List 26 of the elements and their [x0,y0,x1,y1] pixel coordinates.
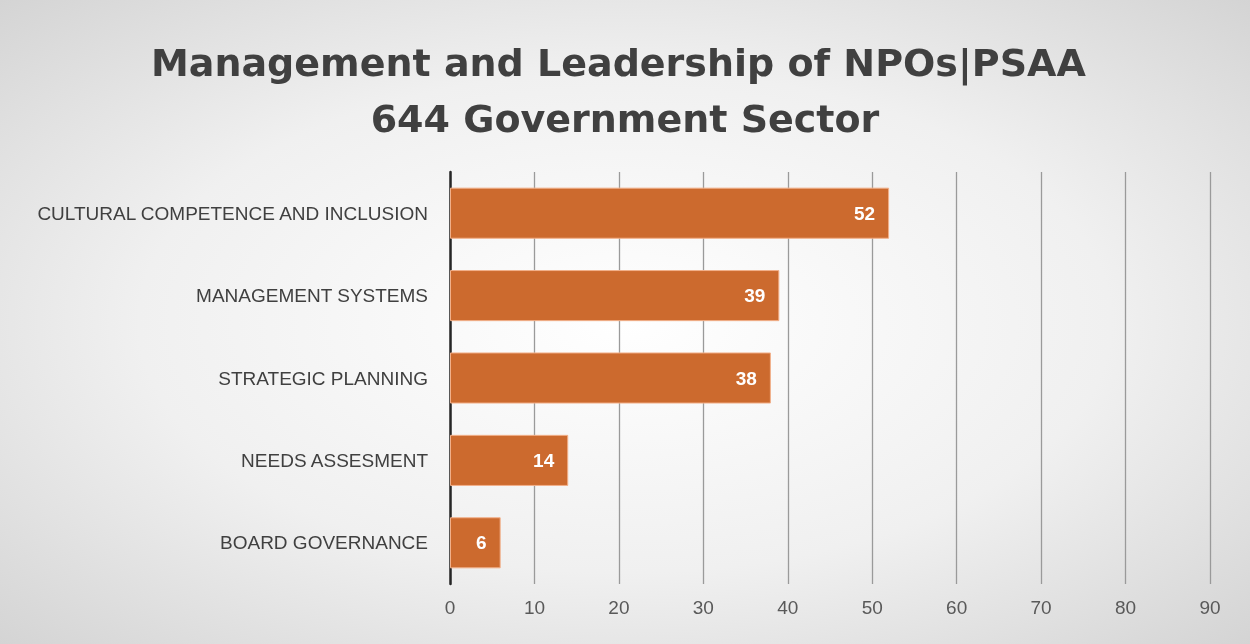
y-tick-label: BOARD GOVERNANCE [220,532,428,554]
y-tick-label: STRATEGIC PLANNING [218,367,428,389]
x-tick-label: 60 [946,597,968,618]
data-label: 39 [744,285,766,307]
x-tick-label: 40 [777,597,799,618]
chart-title: Management and Leadership of NPOs|PSAA 644 Government Sector [150,41,1100,141]
x-tick-label: 50 [861,597,883,618]
data-label: 52 [853,202,876,224]
x-tick-label: 80 [1114,597,1137,618]
x-tick-label: 0 [444,597,456,618]
y-tick-label: CULTURAL COMPETENCE AND INCLUSION [37,202,428,224]
x-tick-label: 20 [608,597,630,618]
data-label: 38 [735,367,757,389]
bar [450,270,780,322]
bar [450,352,771,404]
bar [450,434,569,486]
bar [450,517,501,569]
x-tick-label: 90 [1199,597,1221,618]
x-tick-label: 30 [692,597,714,618]
data-label: 14 [533,449,555,471]
y-tick-label: NEEDS ASSESMENT [241,449,429,471]
x-tick-label: 10 [523,597,546,618]
y-tick-label: MANAGEMENT SYSTEMS [196,285,428,307]
bar [450,187,890,239]
x-tick-label: 70 [1030,597,1052,618]
data-label: 6 [476,532,487,554]
